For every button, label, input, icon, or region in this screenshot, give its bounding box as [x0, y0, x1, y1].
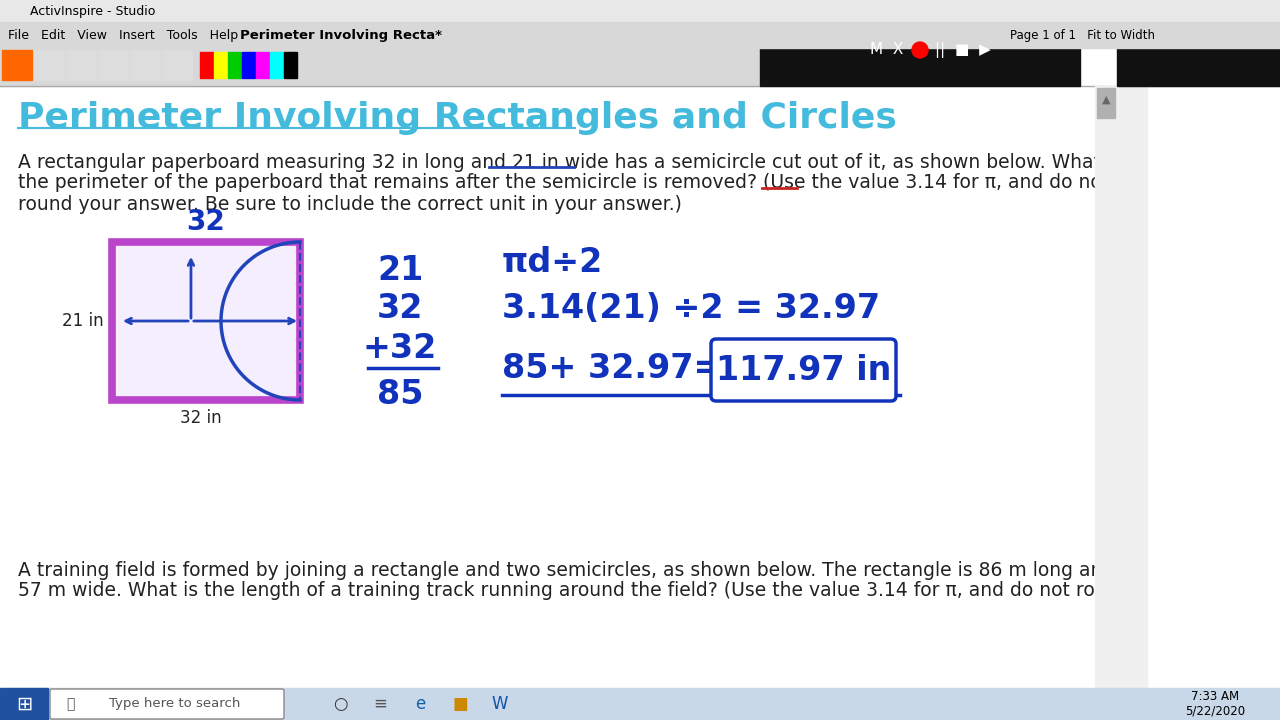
Text: M  X: M X	[870, 42, 904, 58]
Text: A rectangular paperboard measuring 32 in long and 21 in wide has a semicircle cu: A rectangular paperboard measuring 32 in…	[18, 153, 1121, 171]
Bar	[214, 65, 227, 78]
Text: 21: 21	[376, 253, 424, 287]
Text: ≡: ≡	[372, 695, 387, 713]
Bar	[214, 52, 227, 65]
Text: File   Edit   View   Insert   Tools   Help: File Edit View Insert Tools Help	[8, 29, 238, 42]
Text: ■: ■	[452, 695, 468, 713]
Bar	[99, 50, 128, 80]
Text: 21 in: 21 in	[63, 312, 104, 330]
Bar	[200, 65, 212, 78]
Text: 57 m wide. What is the length of a training track running around the field? (Use: 57 m wide. What is the length of a train…	[18, 582, 1130, 600]
Text: the perimeter of the paperboard that remains after the semicircle is removed? (U: the perimeter of the paperboard that rem…	[18, 174, 1110, 192]
Bar	[0, 0, 1280, 22]
Text: 7:33 AM: 7:33 AM	[1190, 690, 1239, 703]
Text: 32: 32	[376, 292, 424, 325]
Bar	[1117, 86, 1147, 706]
Bar	[3, 50, 32, 80]
Bar	[256, 52, 269, 65]
Text: round your answer. Be sure to include the correct unit in your answer.): round your answer. Be sure to include th…	[18, 194, 682, 214]
Bar	[113, 242, 300, 400]
Text: 85: 85	[376, 379, 424, 412]
Circle shape	[911, 42, 928, 58]
Text: Perimeter Involving Recta*: Perimeter Involving Recta*	[241, 29, 442, 42]
Bar	[256, 65, 269, 78]
Bar	[1117, 0, 1280, 86]
Bar	[228, 65, 241, 78]
Bar	[0, 86, 1094, 706]
Bar	[1097, 88, 1115, 118]
Bar	[131, 50, 160, 80]
Bar	[163, 50, 192, 80]
Bar	[200, 52, 212, 65]
Bar	[284, 52, 297, 65]
Bar	[0, 22, 1280, 48]
Text: Page 1 of 1   Fit to Width: Page 1 of 1 Fit to Width	[1010, 29, 1155, 42]
Text: ⊞: ⊞	[15, 695, 32, 714]
FancyBboxPatch shape	[710, 339, 896, 401]
Bar	[0, 688, 1280, 720]
Text: ||  ■  ▶: || ■ ▶	[934, 42, 991, 58]
Text: 32 in: 32 in	[180, 409, 221, 427]
Text: Perimeter Involving Rectangles and Circles: Perimeter Involving Rectangles and Circl…	[18, 101, 897, 135]
Bar	[270, 65, 283, 78]
Bar	[67, 50, 96, 80]
Bar	[113, 242, 300, 400]
Bar	[228, 52, 241, 65]
Bar	[242, 52, 255, 65]
Text: 85+ 32.97=: 85+ 32.97=	[502, 351, 722, 384]
Text: ⌕: ⌕	[65, 697, 74, 711]
Text: ▲: ▲	[1102, 95, 1110, 105]
Bar	[270, 52, 283, 65]
FancyBboxPatch shape	[50, 689, 284, 719]
Bar	[284, 65, 297, 78]
Text: A training field is formed by joining a rectangle and two semicircles, as shown : A training field is formed by joining a …	[18, 560, 1115, 580]
Bar	[242, 65, 255, 78]
Text: 32: 32	[187, 208, 225, 236]
Text: 5/22/2020: 5/22/2020	[1185, 704, 1245, 718]
Text: 117.97 in: 117.97 in	[716, 354, 891, 387]
Text: 3.14(21) ÷2 = 32.97: 3.14(21) ÷2 = 32.97	[502, 292, 881, 325]
Bar	[760, 22, 1080, 86]
Text: Type here to search: Type here to search	[109, 698, 241, 711]
Text: e: e	[415, 695, 425, 713]
Bar	[0, 48, 760, 86]
Bar	[0, 688, 49, 720]
Bar	[1094, 86, 1117, 706]
Text: ActivInspire - Studio: ActivInspire - Studio	[29, 4, 155, 17]
Bar	[35, 50, 64, 80]
Text: πd÷2: πd÷2	[502, 246, 603, 279]
Text: W: W	[492, 695, 508, 713]
Text: ○: ○	[333, 695, 347, 713]
Text: +32: +32	[362, 331, 438, 364]
